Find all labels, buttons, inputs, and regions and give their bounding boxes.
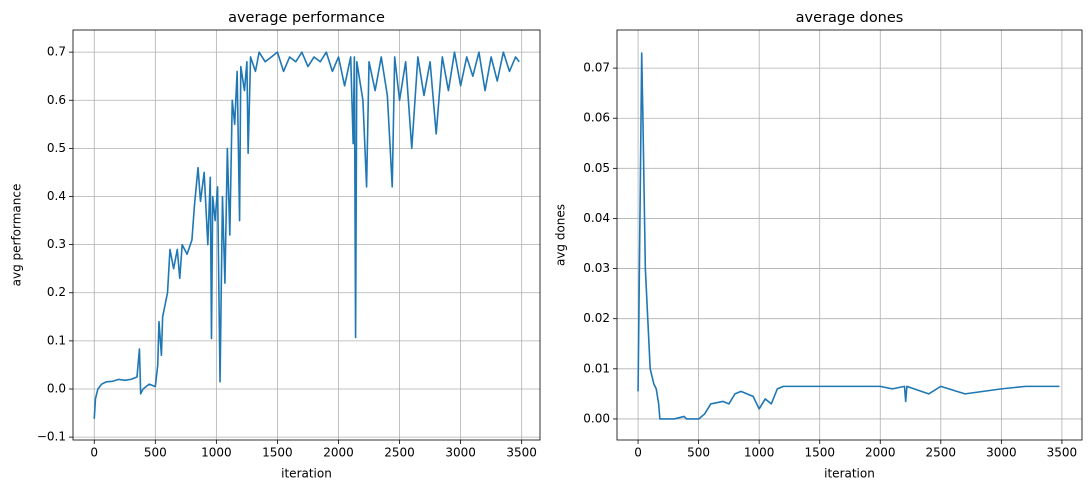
- y-tick-label: 0.04: [583, 211, 610, 225]
- y-tick-label: 0.03: [583, 261, 610, 275]
- chart-title: average dones: [796, 10, 904, 26]
- y-axis-label: avg dones: [554, 204, 568, 266]
- x-axis-label: iteration: [824, 467, 875, 481]
- plot-frame: [72, 29, 541, 441]
- y-tick-label: 0.06: [583, 111, 610, 125]
- x-tick-label: 0: [90, 446, 98, 460]
- x-tick-label: 3000: [986, 446, 1017, 460]
- x-axis-label: iteration: [281, 467, 332, 481]
- y-tick-label: 0.07: [583, 61, 610, 75]
- y-tick-label: 0.00: [583, 411, 610, 425]
- y-tick-label: 0.1: [47, 333, 66, 347]
- data-line: [93, 51, 520, 419]
- y-tick-label: 0.01: [583, 361, 610, 375]
- x-tick-label: 1500: [804, 446, 835, 460]
- y-tick-label: 0.6: [47, 93, 66, 107]
- y-tick-label: 0.4: [47, 189, 66, 203]
- x-tick-label: 2500: [384, 446, 415, 460]
- y-tick-label: −0.1: [37, 430, 66, 444]
- x-tick-label: 3000: [445, 446, 476, 460]
- y-tick-label: 0.2: [47, 285, 66, 299]
- x-tick-label: 1000: [201, 446, 232, 460]
- chart-title: average performance: [228, 10, 385, 26]
- x-tick-label: 500: [687, 446, 710, 460]
- x-tick-label: 3500: [506, 446, 537, 460]
- x-tick-label: 3500: [1047, 446, 1078, 460]
- y-axis-label: avg performance: [10, 184, 24, 287]
- x-tick-label: 2000: [323, 446, 354, 460]
- x-tick-label: 2500: [926, 446, 957, 460]
- plot-frame: [616, 29, 1083, 441]
- x-tick-label: 1500: [262, 446, 293, 460]
- x-tick-label: 0: [634, 446, 642, 460]
- x-tick-label: 500: [144, 446, 167, 460]
- y-tick-label: 0.02: [583, 311, 610, 325]
- x-tick-label: 1000: [744, 446, 775, 460]
- y-tick-label: 0.7: [47, 45, 66, 59]
- y-tick-label: 0.0: [47, 381, 66, 395]
- x-tick-label: 2000: [865, 446, 896, 460]
- data-line: [637, 52, 1060, 420]
- y-tick-label: 0.05: [583, 161, 610, 175]
- y-tick-label: 0.3: [47, 237, 66, 251]
- y-tick-label: 0.5: [47, 141, 66, 155]
